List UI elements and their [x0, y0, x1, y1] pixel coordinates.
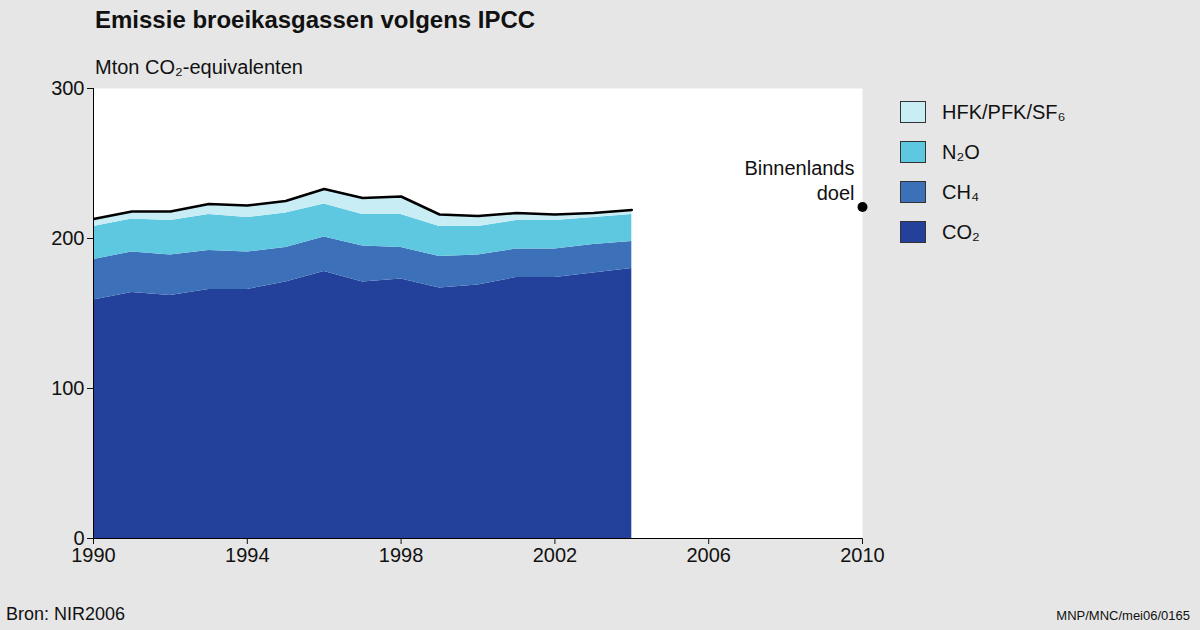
html-text:HFK/PFK/SF₆: HFK/PFK/SF₆: [942, 100, 1066, 123]
html-text:CO₂: CO₂: [942, 220, 980, 243]
html-text:N₂O: N₂O: [942, 140, 980, 163]
html-text:Bron: NIR2006: Bron: NIR2006: [6, 604, 126, 624]
html-text:MNP/MNC/mei06/0165: MNP/MNC/mei06/0165: [1056, 608, 1190, 623]
svg-text:100: 100: [51, 377, 84, 399]
svg-text:300: 300: [51, 77, 84, 99]
svg-text:0: 0: [73, 526, 85, 549]
svg-text:1990: 1990: [71, 544, 116, 566]
svg-text:1998: 1998: [379, 544, 424, 566]
svg-text:Binnenlandsdoel: Binnenlandsdoel: [744, 157, 854, 204]
html-text:Mton CO₂-equivalenten: Mton CO₂-equivalenten: [95, 56, 303, 78]
svg-text:2006: 2006: [686, 544, 731, 566]
svg-text:2010: 2010: [840, 544, 885, 566]
html-text:Emissie broeikasgassen volgens: Emissie broeikasgassen volgens IPCC: [95, 6, 536, 33]
html-text:CH₄: CH₄: [942, 180, 980, 203]
svg-text:200: 200: [51, 227, 84, 249]
svg-text:2002: 2002: [533, 544, 578, 566]
svg-text:1994: 1994: [225, 544, 269, 566]
